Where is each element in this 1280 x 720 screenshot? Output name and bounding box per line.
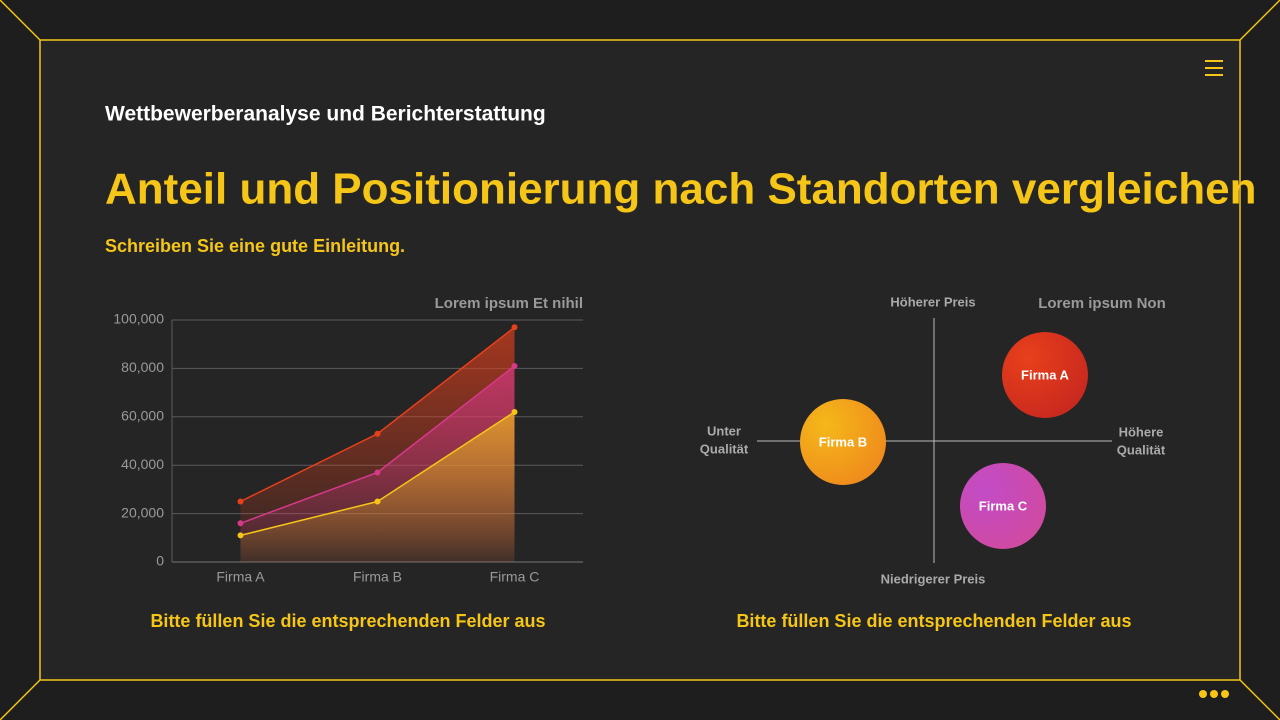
area-chart: 0 20,000 40,000 60,000 80,000 100,000 Firma A F… [113, 311, 583, 585]
data-point [511, 324, 518, 331]
positioning-map: Lorem ipsum Non Höherer Preis Niedrigere… [700, 294, 1166, 586]
y-tick-label: 80,000 [121, 359, 164, 375]
kicker: Wettbewerberanalyse und Berichterstattun… [105, 103, 546, 126]
x-tick-label: Firma C [490, 569, 540, 585]
y-tick-label: 0 [156, 553, 164, 569]
data-point [237, 532, 244, 539]
bubble-label: Firma B [819, 434, 867, 449]
bubble-label: Firma A [1021, 367, 1070, 382]
menu-icon[interactable] [1205, 60, 1223, 76]
bubble [800, 399, 886, 485]
axis-label: Qualität [700, 441, 749, 456]
caption: Bitte füllen Sie die entsprechenden Feld… [736, 611, 1131, 631]
map-title: Lorem ipsum Non [1038, 295, 1166, 312]
data-point [374, 469, 381, 476]
axis-label: Höherer Preis [890, 294, 975, 309]
data-point [511, 408, 518, 415]
intro: Schreiben Sie eine gute Einleitung. [105, 236, 405, 256]
area-fill [240, 411, 515, 562]
data-point [374, 498, 381, 505]
more-icon[interactable] [1199, 690, 1229, 698]
caption: Bitte füllen Sie die entsprechenden Feld… [150, 611, 545, 631]
axis-label: Niedrigerer Preis [881, 571, 986, 586]
bubble-label: Firma C [979, 498, 1028, 513]
x-tick-label: Firma A [216, 569, 265, 585]
x-tick-label: Firma B [353, 569, 402, 585]
chart-title: Lorem ipsum Et nihil [435, 295, 583, 312]
data-point [237, 520, 244, 527]
axis-label: Höhere [1119, 424, 1164, 439]
y-tick-label: 20,000 [121, 504, 164, 520]
y-tick-label: 100,000 [113, 311, 164, 327]
slide-title: Anteil und Positionierung nach Standorte… [105, 165, 1256, 214]
axis-label: Qualität [1117, 442, 1166, 457]
axis-label: Unter [707, 423, 741, 438]
data-point [511, 362, 518, 369]
y-tick-label: 40,000 [121, 456, 164, 472]
data-point [237, 498, 244, 505]
y-tick-label: 60,000 [121, 408, 164, 424]
bubble [960, 463, 1046, 549]
data-point [374, 430, 381, 437]
bubble [1002, 332, 1088, 418]
